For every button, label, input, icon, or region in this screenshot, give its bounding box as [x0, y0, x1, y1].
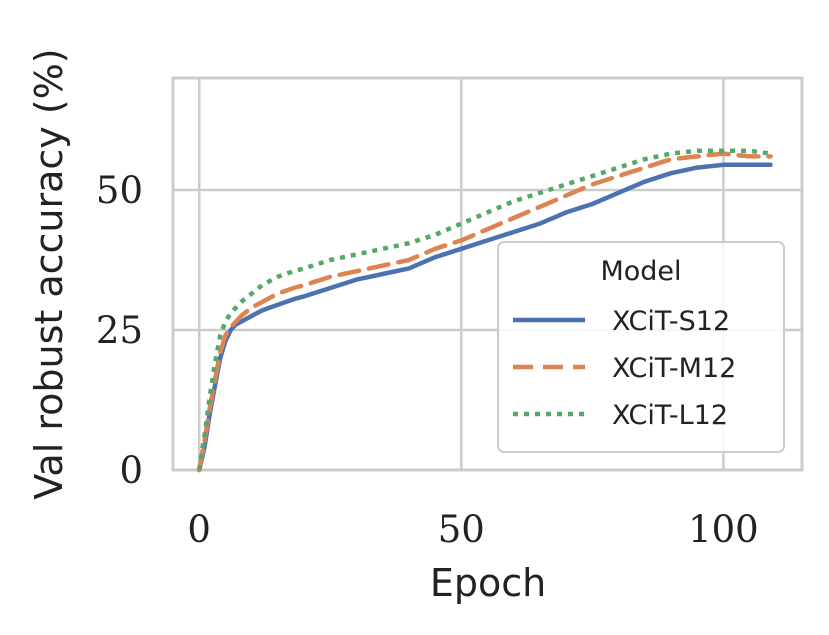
y-tick-label: 25	[96, 309, 143, 352]
legend-label: XCiT-L12	[612, 400, 728, 431]
x-tick-label: 50	[438, 508, 485, 551]
x-tick-label: 100	[688, 508, 759, 551]
x-axis-ticks: 0 50 100	[187, 508, 758, 551]
legend-label: XCiT-S12	[612, 306, 730, 337]
y-tick-label: 0	[119, 449, 143, 492]
legend-box	[497, 241, 785, 453]
legend-title: Model	[600, 256, 681, 287]
series-layer	[196, 148, 773, 473]
legend: Model XCiT-S12 XCiT-M12 XCiT-L12	[497, 241, 785, 453]
y-axis-ticks: 0 25 50	[96, 169, 143, 492]
series-line-2	[196, 151, 773, 473]
y-axis-label: Val robust accuracy (%)	[27, 48, 71, 499]
x-tick-label: 0	[187, 508, 211, 551]
y-tick-label: 50	[96, 169, 143, 212]
x-axis-label: Epoch	[430, 561, 546, 605]
legend-label: XCiT-M12	[612, 353, 736, 384]
legend-entries: XCiT-S12 XCiT-M12 XCiT-L12	[513, 306, 736, 431]
plot-frame	[171, 76, 804, 472]
